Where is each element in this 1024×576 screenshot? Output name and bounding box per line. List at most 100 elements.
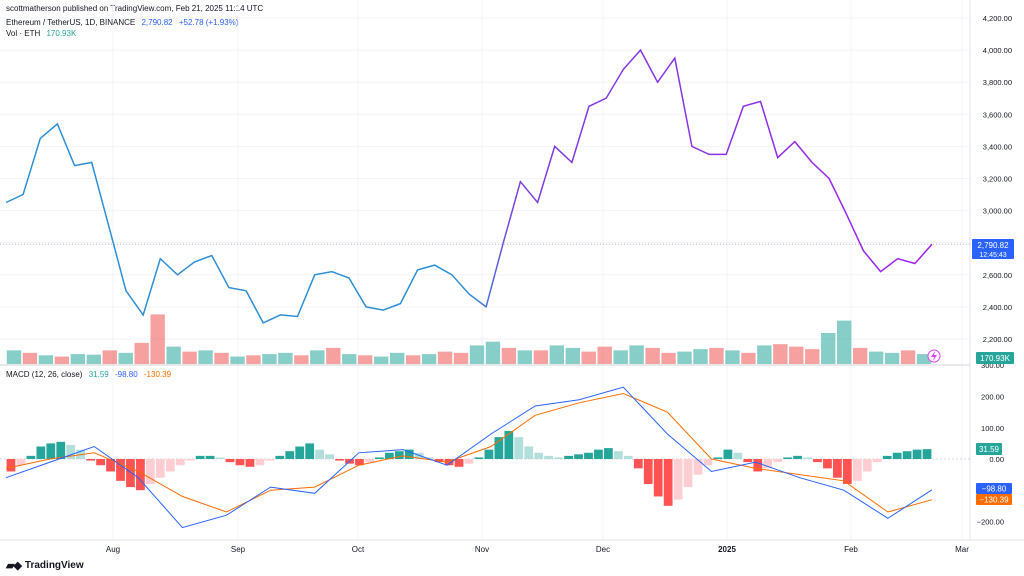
histogram-bar [255, 459, 265, 466]
macd-tick-label: −200.00 [977, 517, 1004, 526]
macd-badge: −98.80 [976, 483, 1012, 494]
volume-bar [693, 349, 708, 364]
volume-bar [54, 356, 70, 364]
histogram-bar [464, 459, 474, 464]
histogram-bar [116, 459, 125, 481]
histogram-bar [305, 443, 315, 459]
volume-bar [900, 350, 916, 364]
macd-signal-value: -130.39 [143, 370, 172, 379]
histogram-bar [813, 459, 822, 463]
histogram-bar [713, 457, 723, 459]
volume-bars [6, 314, 932, 364]
volume-bar [326, 347, 341, 364]
lightning-icon[interactable] [927, 349, 941, 363]
histogram-bar [514, 437, 524, 459]
tradingview-logo-text: TradingView [24, 560, 84, 571]
histogram-bar [862, 459, 872, 472]
countdown: 12:45:43 [979, 252, 1006, 259]
time-tick-label: Oct [352, 545, 365, 554]
histogram-bar [613, 451, 623, 459]
price-tick-label: 3,000.00 [983, 207, 1012, 216]
signal-badge: −130.39 [976, 494, 1012, 505]
histogram-bar [912, 449, 922, 459]
volume-bar [198, 350, 213, 364]
histogram-bar [633, 459, 643, 469]
histogram-bar [803, 457, 812, 459]
volume-badge: 170.93K [976, 352, 1014, 364]
volume-bar [677, 351, 692, 364]
hist-badge: 31.59 [976, 443, 1002, 455]
histogram-bar [584, 452, 593, 459]
histogram-bar [106, 459, 115, 472]
histogram-bar [285, 451, 295, 459]
macd-legend: MACD (12, 26, close) 31.59 -98.80 -130.3… [6, 370, 171, 379]
histogram-bar [365, 459, 374, 463]
volume-bar [214, 352, 229, 364]
histogram-bar [872, 459, 882, 463]
price-tick-label: 2,400.00 [983, 303, 1012, 312]
volume-bar [102, 350, 117, 364]
histogram-bar [574, 454, 583, 459]
histogram-bar [653, 459, 663, 497]
signal-line [5, 392, 933, 513]
price-badge: 2,790.82 12:45:43 [972, 239, 1014, 259]
price-tick-label: 4,200.00 [983, 14, 1012, 23]
tradingview-logo[interactable]: ▰◆ TradingView [6, 559, 84, 572]
histogram-bar [783, 457, 793, 459]
histogram-bar [66, 444, 76, 459]
macd-tick-label: 0.00 [989, 455, 1004, 464]
histogram-bar [902, 451, 912, 459]
histogram-bar [375, 457, 384, 459]
volume-bar [118, 352, 133, 364]
histogram-bar [136, 459, 145, 491]
signal-badge-value: −130.39 [979, 496, 1009, 505]
histogram-bar [335, 459, 344, 461]
volume-bar [805, 349, 820, 364]
histogram-bar [882, 455, 892, 459]
price-tick-label: 2,200.00 [983, 335, 1012, 344]
volume-bar [182, 351, 197, 364]
tradingview-mark-icon: ▰◆ [6, 560, 22, 572]
volume-bar [342, 354, 357, 364]
price-tick-label: 4,000.00 [983, 46, 1012, 55]
volume-bar [629, 345, 644, 364]
macd-hist-value: 31.59 [88, 370, 109, 379]
histogram-bar [384, 452, 394, 459]
volume-bar [789, 346, 804, 364]
histogram-bar [6, 459, 16, 472]
histogram-bar [325, 454, 334, 459]
grid-lines [0, 0, 970, 540]
volume-bar [22, 352, 38, 364]
macd-line-value: -98.80 [114, 370, 138, 379]
histogram-bar [454, 459, 464, 467]
histogram-bar [185, 459, 195, 461]
volume-bar [533, 350, 549, 364]
volume-bar [916, 354, 932, 364]
price-tick-label: 3,400.00 [983, 142, 1012, 151]
histogram-bar [394, 451, 404, 459]
price-tick-label: 2,600.00 [983, 271, 1012, 280]
price-line [5, 48, 933, 324]
histogram-bar [663, 459, 673, 506]
volume-bar [549, 345, 564, 364]
price-tick-label: 3,200.00 [983, 174, 1012, 183]
histogram-bar [623, 455, 633, 459]
histogram-bar [235, 459, 245, 466]
histogram-bar [842, 459, 852, 484]
histogram-bar [155, 459, 165, 478]
time-tick-label: 2025 [718, 545, 736, 554]
volume-legend: Vol · ETH 170.93K [6, 29, 76, 38]
histogram-bar [424, 457, 434, 459]
time-tick-label: Sep [231, 545, 246, 554]
histogram-bar [165, 459, 175, 472]
histogram-bar [315, 449, 325, 459]
histogram-bar [753, 459, 763, 472]
time-axis[interactable]: Aug Sep Oct Nov Dec 2025 Feb Mar [106, 545, 969, 554]
histogram-bar [823, 459, 832, 469]
histogram-bar [693, 459, 703, 475]
volume-badge-value: 170.93K [980, 354, 1010, 363]
volume-bar [852, 347, 868, 364]
histogram-bar [444, 459, 454, 466]
